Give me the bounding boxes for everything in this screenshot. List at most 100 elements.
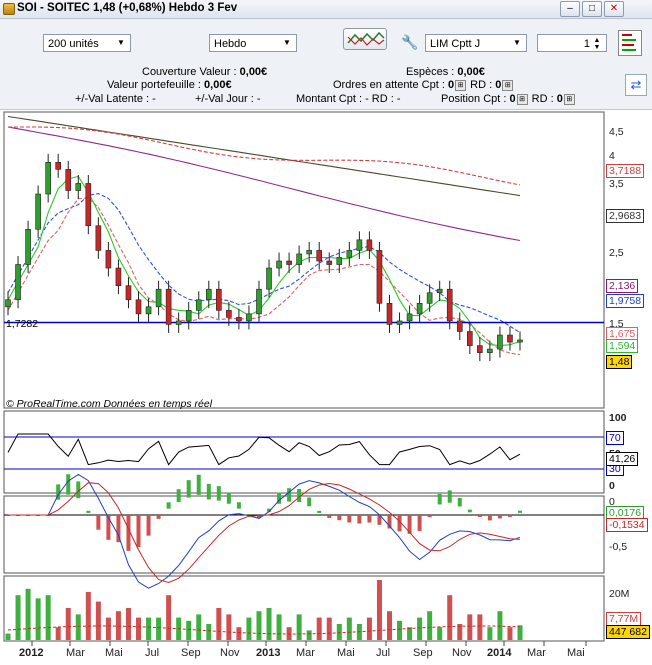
macd-histogram-bar <box>367 515 372 523</box>
volume-bar <box>276 614 282 640</box>
volume-bar <box>45 595 51 640</box>
macd-histogram-bar <box>307 497 312 507</box>
candle-body <box>296 253 302 265</box>
detail-icon[interactable]: ⊞ <box>455 79 467 91</box>
volume-bar <box>497 611 503 640</box>
candle-body <box>396 320 403 325</box>
candle-body <box>497 334 503 350</box>
detail-icon[interactable]: ⊞ <box>516 93 528 105</box>
lower-band-line <box>7 197 521 356</box>
position-rd-label: RD : <box>531 93 554 105</box>
portefeuille-row: Valeur portefeuille : 0,00€ <box>107 79 232 91</box>
panel-frame <box>3 495 605 574</box>
candle-body <box>517 339 523 343</box>
spin-icon[interactable]: ▲ ▼ <box>593 37 601 51</box>
volume-bar <box>487 627 493 640</box>
candle-body <box>65 169 72 191</box>
x-axis-label: 2014 <box>487 647 512 659</box>
x-axis-label: Jul <box>145 647 160 659</box>
rsi-line <box>7 433 521 466</box>
candle-body <box>165 288 172 325</box>
x-axis-label: Mai <box>105 647 123 659</box>
candle-body <box>416 302 423 315</box>
macd-histogram-bar <box>287 488 292 502</box>
volume-bar <box>447 595 453 640</box>
x-axis-label: 2012 <box>19 647 44 659</box>
macd-histogram-bar <box>236 502 241 509</box>
volume-bar <box>55 627 61 640</box>
macd-histogram-bar <box>467 509 472 513</box>
quantity-stepper[interactable]: 1 ▲ ▼ <box>537 34 607 52</box>
period-select[interactable]: Hebdo ▼ <box>209 34 297 52</box>
ordres-rd-label: RD : <box>470 79 493 91</box>
ma50-line <box>7 193 521 334</box>
candle-body <box>346 250 353 258</box>
chart-arrows-icon <box>347 31 385 46</box>
macd-histogram-bar <box>497 515 502 519</box>
candle-body <box>386 302 393 325</box>
candle-body <box>487 348 493 353</box>
candle-body <box>5 299 11 308</box>
wrench-icon[interactable]: 🔧 <box>401 34 419 50</box>
candle-body <box>246 313 252 322</box>
volume-bar <box>457 624 463 640</box>
macd-histogram-bar <box>507 515 512 517</box>
volume-bar <box>186 620 192 640</box>
macd-histogram-bar <box>246 514 251 516</box>
panel-frame <box>3 575 605 642</box>
ma200-line <box>7 115 521 197</box>
volume-bar <box>146 617 152 640</box>
detail-icon[interactable]: ⊞ <box>502 79 514 91</box>
close-button[interactable]: ✕ <box>604 1 624 17</box>
maximize-button[interactable]: □ <box>582 1 602 17</box>
volume-bar <box>477 614 483 640</box>
candle-body <box>236 317 242 322</box>
latente-text: +/-Val Latente : - <box>75 93 156 105</box>
position-row: Position Cpt : 0 ⊞ RD : 0 ⊞ <box>441 93 576 105</box>
volume-bar <box>407 627 413 640</box>
macd-histogram-bar <box>106 515 111 540</box>
title-bar: SOI - SOITEC 1,48 (+0,68%) Hebdo 3 Fev –… <box>0 0 652 19</box>
volume-bar <box>105 617 111 640</box>
candle-body <box>125 285 132 301</box>
macd-histogram-bar <box>347 515 352 523</box>
refresh-arrows-icon[interactable]: ⇄ <box>625 74 647 96</box>
macd-histogram-bar <box>327 515 332 518</box>
macd-histogram-bar <box>477 515 482 517</box>
minimize-button[interactable]: – <box>560 1 580 17</box>
ordres-row: Ordres en attente Cpt : 0 ⊞ RD : 0 ⊞ <box>333 79 514 91</box>
volume-bar <box>427 611 433 640</box>
candle-body <box>185 310 192 322</box>
window-title: SOI - SOITEC 1,48 (+0,68%) Hebdo 3 Fev <box>17 2 238 14</box>
volume-value-label: 447 682 <box>606 625 650 639</box>
ma20-line <box>7 175 521 347</box>
candle-body <box>145 306 152 315</box>
detail-icon[interactable]: ⊞ <box>563 93 575 105</box>
couverture-label: Couverture Valeur : <box>142 66 237 78</box>
candle-body <box>95 225 102 251</box>
order-form-icon[interactable] <box>618 30 642 56</box>
volume-bar <box>65 608 71 640</box>
macd-histogram-bar <box>226 492 231 504</box>
chevron-down-icon: ▼ <box>283 38 291 47</box>
units-value: 200 unités <box>48 38 99 50</box>
candle-body <box>467 331 473 346</box>
panel-frame <box>3 410 605 494</box>
volume-bar <box>316 617 322 640</box>
watermark: © ProRealTime.com Données en temps réel <box>6 398 213 410</box>
rsi-tick: 0 <box>609 480 615 492</box>
upper-band-line <box>8 126 521 186</box>
buy-sell-chart-button[interactable] <box>343 28 387 50</box>
volume-bar <box>336 624 342 640</box>
order-type-select[interactable]: LIM Cptt J ▼ <box>425 34 527 52</box>
couverture-row: Couverture Valeur : 0,00€ <box>142 66 267 78</box>
macd-histogram-bar <box>427 515 432 518</box>
x-axis-label: Jul <box>376 647 391 659</box>
macd-histogram-bar <box>457 497 462 507</box>
candle-body <box>55 162 61 170</box>
x-axis-label: Sep <box>181 647 201 659</box>
candle-body <box>266 267 272 290</box>
x-axis-label: Mar <box>296 647 315 659</box>
units-select[interactable]: 200 unités ▼ <box>43 34 131 52</box>
